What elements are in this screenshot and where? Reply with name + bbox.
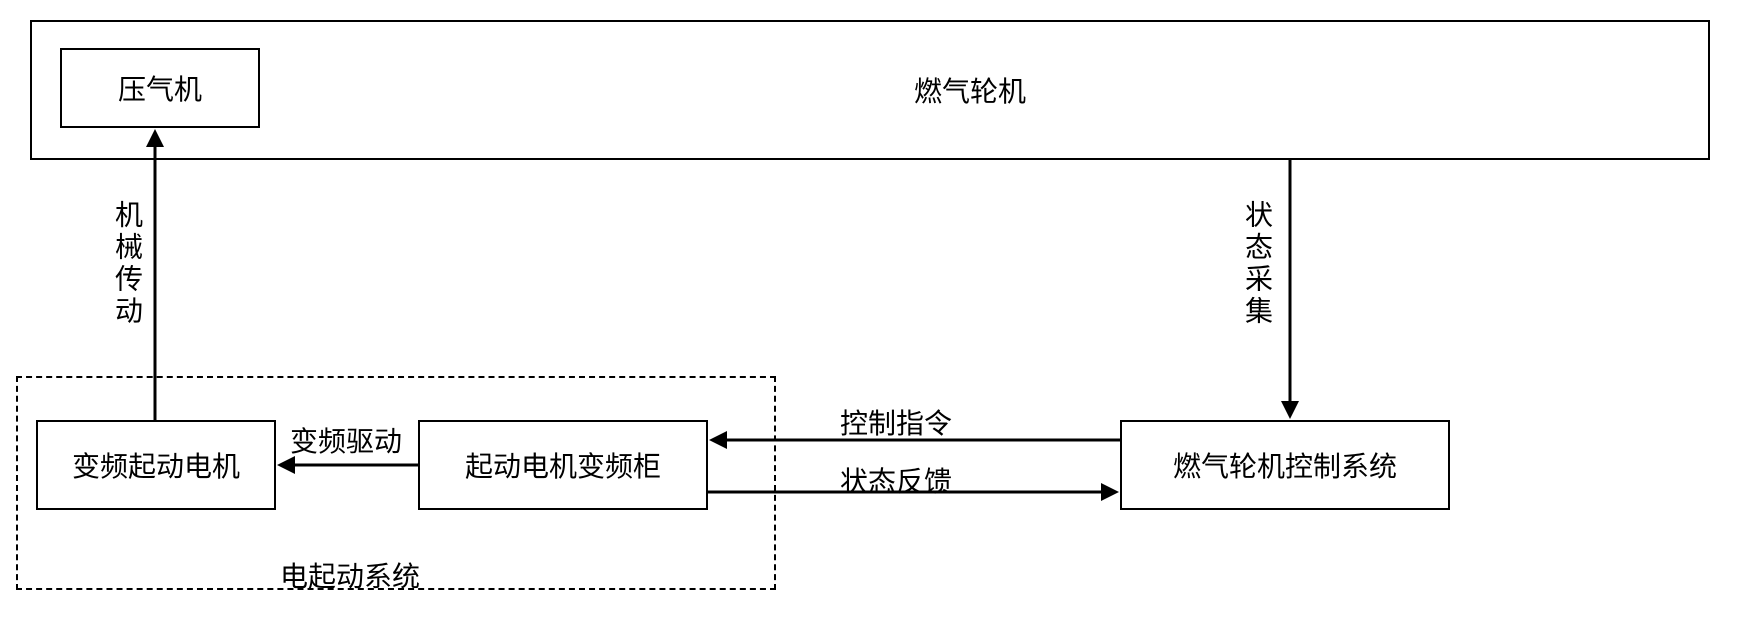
vfd-cabinet-label: 起动电机变频柜 — [465, 445, 661, 485]
status-collection-label: 状态采集 — [1236, 200, 1276, 328]
mechanical-drive-label: 机械传动 — [106, 200, 146, 328]
electric-start-system-label: 电起动系统 — [280, 555, 420, 595]
vfd-motor-label: 变频起动电机 — [72, 445, 240, 485]
vfd-drive-label: 变频驱动 — [290, 420, 402, 460]
gas-turbine-label: 燃气轮机 — [914, 70, 1026, 110]
control-system-label: 燃气轮机控制系统 — [1173, 445, 1397, 485]
vfd-motor-box: 变频起动电机 — [36, 420, 276, 510]
status-feedback-label: 状态反馈 — [840, 460, 952, 500]
control-system-box: 燃气轮机控制系统 — [1120, 420, 1450, 510]
gas-turbine-box: 燃气轮机 — [30, 20, 1710, 160]
compressor-label: 压气机 — [118, 68, 202, 108]
compressor-box: 压气机 — [60, 48, 260, 128]
vfd-cabinet-box: 起动电机变频柜 — [418, 420, 708, 510]
control-command-label: 控制指令 — [840, 402, 952, 442]
